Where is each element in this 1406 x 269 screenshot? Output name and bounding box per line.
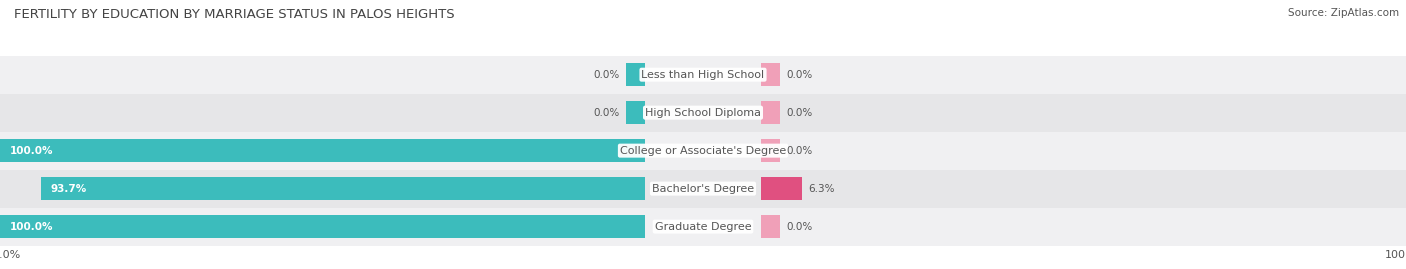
Bar (761, 215, 780, 238)
Text: College or Associate's Degree: College or Associate's Degree (620, 146, 786, 156)
Text: 0.0%: 0.0% (787, 108, 813, 118)
Bar (761, 139, 780, 162)
Text: 100.0%: 100.0% (10, 222, 53, 232)
Bar (41, 177, 645, 200)
Text: 0.0%: 0.0% (787, 146, 813, 156)
Bar (761, 177, 801, 200)
Bar (626, 101, 645, 124)
Text: Less than High School: Less than High School (641, 70, 765, 80)
Bar (0, 132, 1406, 170)
Bar (0, 139, 645, 162)
Text: 93.7%: 93.7% (51, 184, 87, 194)
Text: Source: ZipAtlas.com: Source: ZipAtlas.com (1288, 8, 1399, 18)
Text: 0.0%: 0.0% (787, 222, 813, 232)
Bar (0, 170, 1406, 208)
Text: 0.0%: 0.0% (787, 70, 813, 80)
Bar (761, 63, 780, 86)
Bar (626, 63, 645, 86)
Text: Bachelor's Degree: Bachelor's Degree (652, 184, 754, 194)
Text: Graduate Degree: Graduate Degree (655, 222, 751, 232)
Bar (761, 101, 780, 124)
Bar (0, 94, 1406, 132)
Bar (0, 215, 645, 238)
Text: 0.0%: 0.0% (593, 108, 619, 118)
Text: 6.3%: 6.3% (808, 184, 835, 194)
Text: 0.0%: 0.0% (593, 70, 619, 80)
Text: High School Diploma: High School Diploma (645, 108, 761, 118)
Bar (0, 56, 1406, 94)
Bar (0, 208, 1406, 246)
Text: FERTILITY BY EDUCATION BY MARRIAGE STATUS IN PALOS HEIGHTS: FERTILITY BY EDUCATION BY MARRIAGE STATU… (14, 8, 454, 21)
Text: 100.0%: 100.0% (10, 146, 53, 156)
